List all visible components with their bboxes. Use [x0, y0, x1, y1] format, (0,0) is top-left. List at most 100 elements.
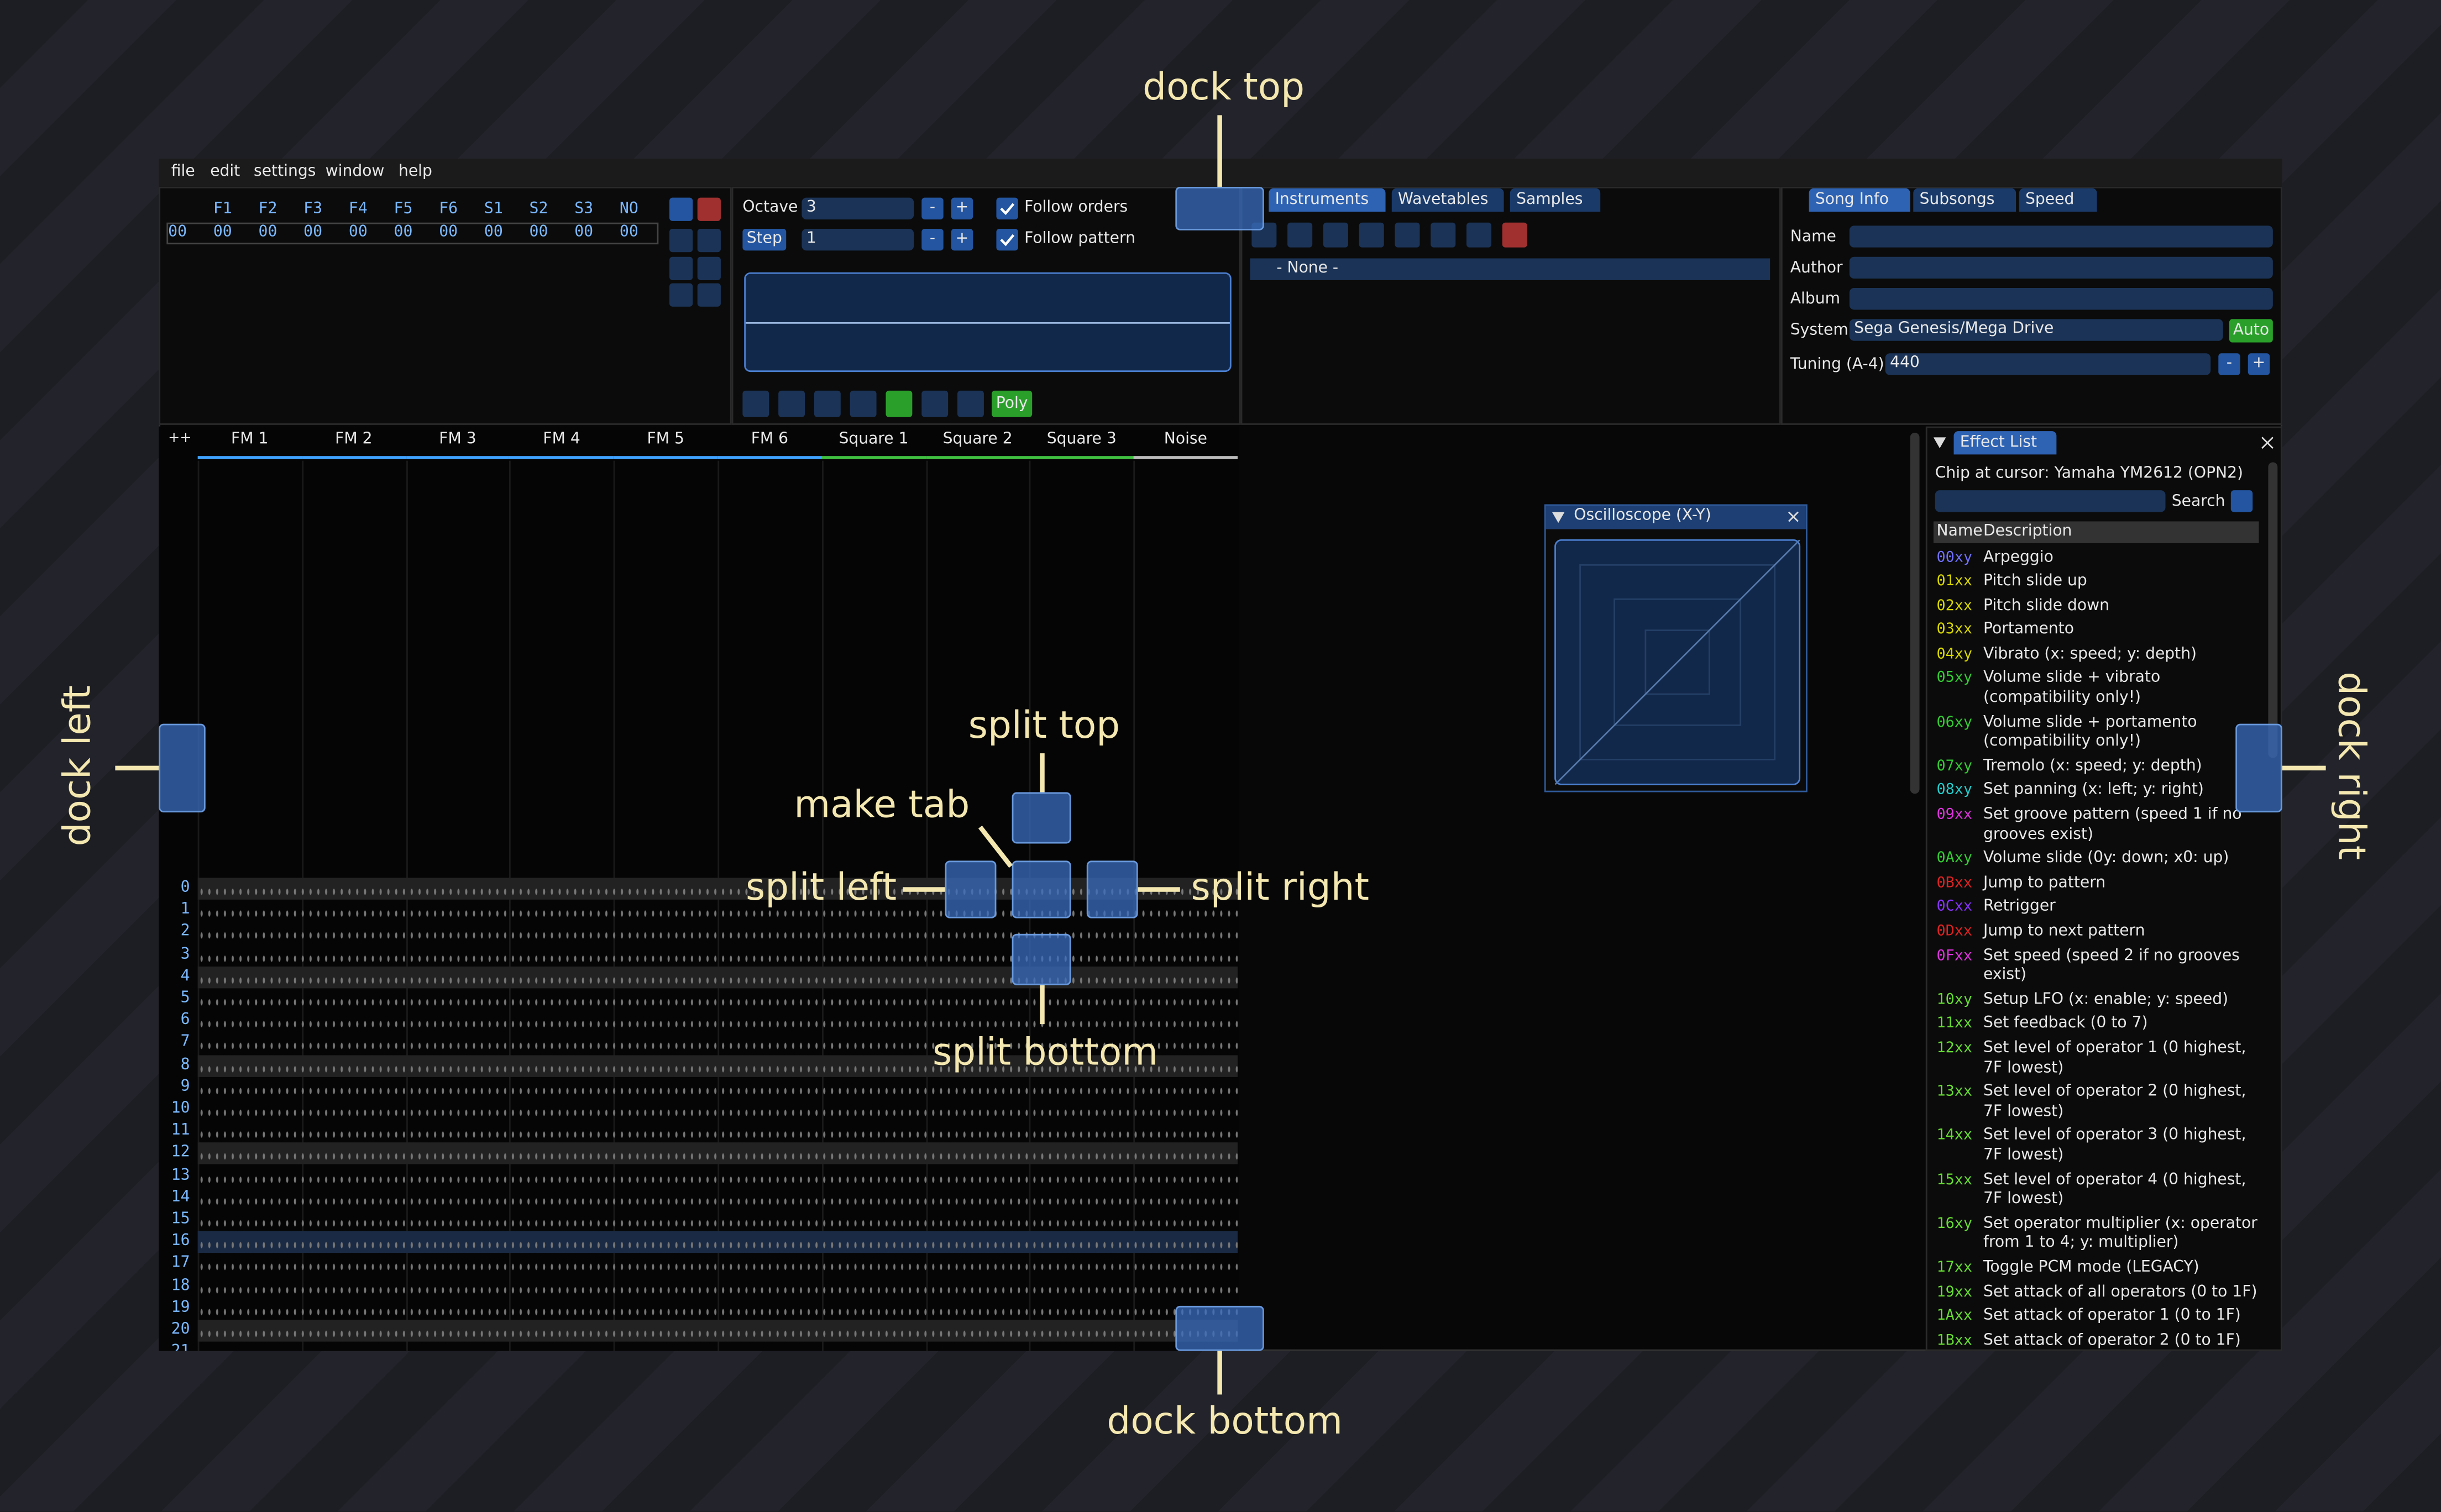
order-button[interactable] [697, 229, 721, 253]
menu-button[interactable] [2230, 490, 2253, 512]
order-cell[interactable]: 00 [348, 224, 368, 242]
channel-header[interactable]: Noise [1164, 431, 1207, 449]
order-cell[interactable]: 00 [484, 224, 503, 242]
menu-item[interactable]: edit [210, 163, 240, 181]
order-cell[interactable]: 00 [574, 224, 594, 242]
octave-plus[interactable]: + [951, 197, 973, 220]
octave-input[interactable]: 3 [802, 197, 914, 220]
toolbar-button[interactable] [1466, 222, 1492, 248]
channel-header[interactable]: Square 1 [839, 431, 909, 449]
make-tab-target[interactable] [1012, 860, 1071, 918]
dock-right-target[interactable] [2235, 723, 2282, 813]
toolbar-button[interactable] [1502, 222, 1527, 248]
row-number: 19 [171, 1299, 190, 1317]
transport-button[interactable] [957, 390, 984, 417]
transport-button[interactable] [921, 390, 949, 417]
toolbar-button[interactable] [1323, 222, 1348, 248]
order-cell[interactable]: 00 [619, 224, 638, 242]
system-input[interactable]: Sega Genesis/Mega Drive [1849, 319, 2223, 341]
channel-header[interactable]: FM 2 [335, 431, 373, 449]
effect-row: 01xx Pitch slide up [1937, 570, 2264, 595]
channel-header[interactable]: FM 1 [231, 431, 269, 449]
annotation: dock right [2329, 671, 2374, 860]
split-left-target[interactable] [945, 860, 997, 918]
step-minus[interactable]: - [921, 229, 944, 251]
dock-top-target[interactable] [1175, 186, 1264, 230]
pattern-row [197, 1342, 1238, 1351]
split-bottom-target[interactable] [1012, 933, 1071, 985]
name-input[interactable] [1849, 225, 2273, 248]
poly-button[interactable]: Poly [992, 390, 1033, 417]
menu-item[interactable]: file [171, 163, 195, 181]
auto-button[interactable]: Auto [2229, 319, 2273, 343]
effect-list-tab[interactable]: Effect List [1953, 431, 2057, 455]
channel-header[interactable]: Square 3 [1046, 431, 1117, 449]
tab[interactable]: Samples [1510, 188, 1601, 212]
pattern-row [197, 1032, 1238, 1054]
order-cell[interactable]: 00 [439, 224, 458, 242]
transport-button[interactable] [850, 390, 877, 417]
instrument-row[interactable] [1250, 258, 1770, 280]
octave-minus[interactable]: - [921, 197, 944, 220]
transport-button[interactable] [886, 390, 913, 417]
step-label[interactable]: Step [742, 229, 787, 251]
effect-row: 0Fxx Set speed (speed 2 if no grooves exi… [1937, 945, 2264, 989]
channel-header[interactable]: FM 6 [751, 431, 789, 449]
channel-header[interactable]: Square 2 [942, 431, 1013, 449]
menu-item[interactable]: settings [254, 163, 316, 181]
order-cell[interactable]: 00 [213, 224, 232, 242]
annotation: dock left [55, 685, 99, 847]
tab[interactable]: Song Info [1809, 188, 1910, 212]
transport-button[interactable] [742, 390, 769, 417]
order-button[interactable] [697, 197, 721, 221]
step-input[interactable]: 1 [802, 229, 914, 251]
effect-description: Set attack of all operators (0 to 1F) [1983, 1283, 2257, 1301]
channel-header[interactable]: FM 5 [647, 431, 684, 449]
order-cell[interactable]: 00 [258, 224, 277, 242]
menu-item[interactable]: help [398, 163, 432, 181]
follow-orders-checkbox[interactable] [996, 197, 1018, 220]
effect-code: 10xy [1936, 991, 1972, 1009]
order-button[interactable] [669, 256, 693, 280]
channel-header[interactable]: FM 3 [439, 431, 476, 449]
order-cell[interactable]: 00 [529, 224, 548, 242]
pattern-row [197, 1010, 1238, 1032]
album-input[interactable] [1849, 288, 2273, 310]
channel-label: F4 [348, 201, 368, 218]
tuning-input[interactable]: 440 [1885, 353, 2211, 375]
step-plus[interactable]: + [951, 229, 973, 251]
song-info-panel: Name Author Album System Sega Genesis/Me… [1780, 186, 2282, 425]
author-input[interactable] [1849, 256, 2273, 279]
effect-code: 02xx [1936, 597, 1972, 615]
channel-header[interactable]: FM 4 [543, 431, 580, 449]
order-cell[interactable]: 00 [303, 224, 323, 242]
dock-left-target[interactable] [159, 723, 206, 813]
order-cell[interactable]: 00 [394, 224, 413, 242]
tab[interactable]: Subsongs [1913, 188, 2016, 212]
toolbar-button[interactable] [1359, 222, 1384, 248]
pattern-row [197, 1143, 1238, 1165]
toolbar-button[interactable] [1395, 222, 1420, 248]
split-right-target[interactable] [1086, 860, 1138, 918]
toolbar-button[interactable] [1431, 222, 1456, 248]
tab[interactable]: Instruments [1269, 188, 1386, 212]
order-button[interactable] [697, 283, 721, 307]
order-cell[interactable]: 00 [168, 224, 187, 242]
order-button[interactable] [669, 197, 693, 221]
split-top-target[interactable] [1012, 792, 1071, 844]
transport-button[interactable] [814, 390, 841, 417]
order-button[interactable] [697, 256, 721, 280]
tuning-minus[interactable]: - [2218, 353, 2240, 375]
order-button[interactable] [669, 229, 693, 253]
transport-button[interactable] [778, 390, 805, 417]
order-button[interactable] [669, 283, 693, 307]
dock-bottom-target[interactable] [1175, 1305, 1264, 1351]
corner[interactable]: ++ [168, 431, 192, 447]
tuning-plus[interactable]: + [2248, 353, 2270, 375]
search-input[interactable] [1935, 490, 2166, 512]
tab[interactable]: Speed [2019, 188, 2097, 212]
toolbar-button[interactable] [1287, 222, 1313, 248]
tab[interactable]: Wavetables [1391, 188, 1504, 212]
menu-item[interactable]: window [325, 163, 385, 181]
follow-pattern-checkbox[interactable] [996, 229, 1018, 251]
